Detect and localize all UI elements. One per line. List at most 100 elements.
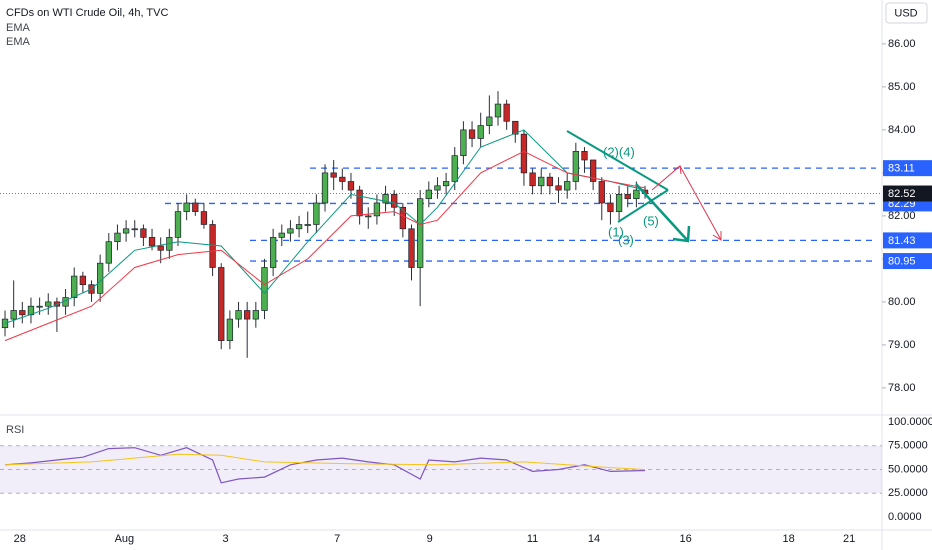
level-price-box <box>883 232 932 249</box>
candle-body <box>546 176 554 187</box>
x-tick-label: 18 <box>782 533 794 545</box>
rsi-tick-label: 0.0000 <box>888 511 922 523</box>
candle-body <box>71 275 78 298</box>
candle-body <box>365 215 372 218</box>
currency[interactable]: USD <box>894 7 917 19</box>
candle-body <box>633 189 640 200</box>
level-price-label: 80.95 <box>888 255 916 267</box>
candle-body <box>36 305 43 308</box>
x-tick-label: 9 <box>427 533 433 545</box>
level-price-label: 83.11 <box>888 163 915 175</box>
level-price-label: 81.43 <box>888 235 916 247</box>
last-price-label: 82.52 <box>888 188 916 200</box>
candle-body <box>209 224 216 268</box>
candle-body <box>589 159 597 182</box>
candle-body <box>183 202 190 212</box>
candle-body <box>114 232 121 243</box>
candle-body <box>399 206 407 230</box>
legend-entry: EMA <box>6 22 31 34</box>
candle-body <box>313 202 320 225</box>
candle-body <box>624 194 631 200</box>
candle-body <box>244 310 251 320</box>
candle-body <box>235 310 242 320</box>
overlay: CFDs on WTI Crude Oil, 4h, TVC EMA EMA R… <box>6 2 932 545</box>
x-tick-label: 7 <box>334 533 340 545</box>
candle-body <box>607 202 614 212</box>
x-tick-label: 14 <box>588 533 600 545</box>
candle-body <box>373 202 381 217</box>
candle-body <box>148 237 156 247</box>
red-arrow-head-down <box>712 231 722 241</box>
candle-body <box>434 185 441 191</box>
wave-label: (2)(4) <box>603 144 635 159</box>
y-tick-label: 82.00 <box>888 210 916 222</box>
candle-body <box>200 211 208 225</box>
candle-body <box>538 176 545 187</box>
currency-button[interactable] <box>885 2 928 24</box>
rsi-tick-label: 100.0000 <box>888 416 932 428</box>
candle-body <box>45 301 52 307</box>
level-price-box <box>883 253 932 270</box>
x-tick-label: 16 <box>680 533 692 545</box>
candle-body <box>192 202 199 212</box>
marks <box>0 91 882 484</box>
teal-arrow <box>635 183 689 242</box>
candle-body <box>503 103 510 122</box>
candle-body <box>529 172 536 187</box>
rsi-line <box>4 453 646 470</box>
last-price-box <box>883 185 932 202</box>
candle-body <box>10 310 17 320</box>
ema-line <box>4 150 646 342</box>
candle-body <box>477 125 484 139</box>
y-tick-label: 85.00 <box>888 81 916 93</box>
rsi-tick-label: 75.0000 <box>888 440 928 452</box>
candle-body <box>140 228 147 238</box>
candle-body <box>269 237 277 268</box>
candle-body <box>174 211 182 238</box>
x-tick-label: Aug <box>115 533 135 545</box>
candle-body <box>278 232 285 238</box>
candle-body <box>295 224 303 230</box>
drawings <box>566 130 722 243</box>
y-tick-label: 86.00 <box>888 38 916 50</box>
rsi-tick-label: 25.0000 <box>888 487 928 499</box>
candle-body <box>218 267 225 341</box>
y-tick-label: 79.00 <box>888 339 916 351</box>
candle-body <box>598 181 605 204</box>
red-arrow-head-up <box>673 165 682 175</box>
candle-body <box>122 228 130 234</box>
candle-body <box>451 155 458 182</box>
candle-body <box>512 120 519 135</box>
rsi-tick-label: 50.0000 <box>888 463 928 475</box>
candle-body <box>356 189 363 217</box>
candle-body <box>468 129 476 139</box>
candle-body <box>442 181 450 187</box>
legend-entry: EMA <box>6 36 31 48</box>
teal-arrow-head <box>672 225 691 243</box>
x-tick-label: 28 <box>14 533 26 545</box>
candle-body <box>19 310 26 316</box>
candle-body <box>226 318 234 341</box>
y-tick-label: 78.00 <box>888 382 916 394</box>
candle-body <box>252 310 259 320</box>
candle-body <box>157 245 164 251</box>
candle-body <box>572 151 579 182</box>
candle-body <box>330 172 337 178</box>
candle-body <box>520 133 528 174</box>
chart-title: CFDs on WTI Crude Oil, 4h, TVC <box>6 7 168 19</box>
candle-body <box>494 103 502 118</box>
candle-body <box>564 181 571 191</box>
candle-body <box>321 172 329 204</box>
triangle-lower <box>617 189 669 223</box>
x-tick-label: 11 <box>527 533 538 545</box>
ema-line <box>4 129 646 324</box>
y-tick-label: 80.00 <box>888 296 916 308</box>
candle-body <box>460 129 467 157</box>
candle-body <box>581 151 588 161</box>
candle-body <box>417 198 424 268</box>
candle-body <box>131 228 138 231</box>
x-tick-label: 3 <box>222 533 228 545</box>
